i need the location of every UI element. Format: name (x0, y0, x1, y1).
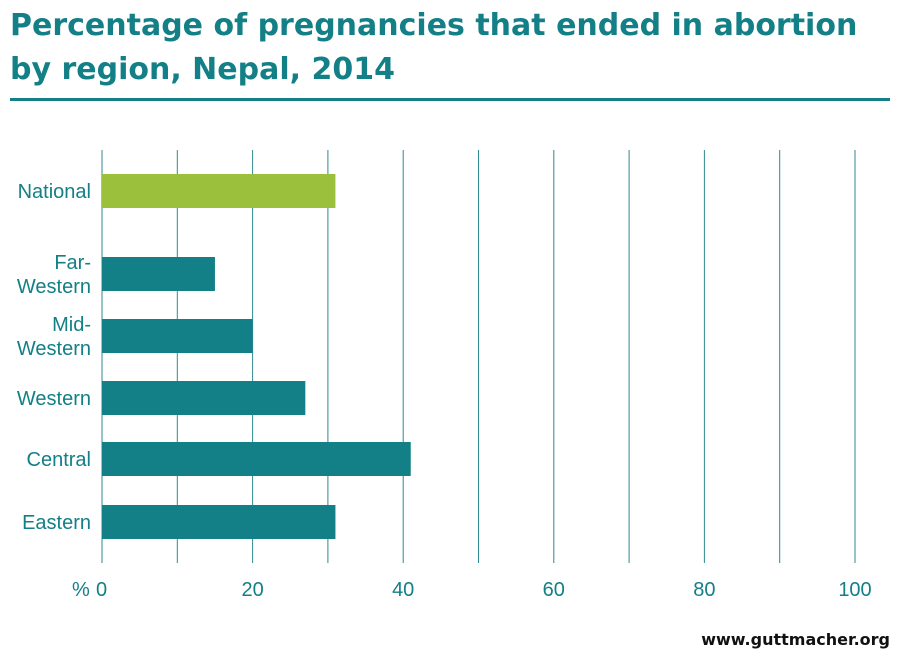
bar-far-western (102, 257, 215, 291)
chart-title: Percentage of pregnancies that ended in … (10, 4, 890, 92)
bar-chart: National Far-Western Mid-Western Western Cen… (17, 150, 872, 601)
x-tick-label: 0 (96, 579, 107, 601)
x-tick-label: 40 (392, 579, 414, 601)
bar-central (102, 442, 411, 476)
title-line-1: Percentage of pregnancies that ended in … (10, 8, 858, 43)
x-tick-layer: % 0 20 40 60 80 100 (72, 579, 872, 601)
category-label: National (18, 181, 91, 203)
bar-national (102, 174, 336, 208)
category-label: Central (27, 449, 91, 471)
x-tick-label: 60 (543, 579, 565, 601)
category-label: Western (17, 388, 91, 410)
bar-eastern (102, 505, 336, 539)
grid-layer (101, 150, 856, 563)
title-line-2: by region, Nepal, 2014 (10, 52, 395, 87)
category-label: Eastern (22, 512, 91, 534)
category-label-layer: National Far-Western Mid-Western Western Cen… (17, 181, 91, 534)
source-url: www.guttmacher.org (701, 630, 890, 649)
bar-mid-western (102, 319, 253, 353)
bar-western (102, 381, 306, 415)
x-axis-unit: % (72, 579, 90, 601)
x-tick-label: 20 (241, 579, 263, 601)
category-label: Mid-Western (17, 314, 91, 360)
category-label: Far-Western (17, 252, 91, 298)
bar-layer (102, 174, 411, 539)
x-tick-label: 80 (693, 579, 715, 601)
x-tick-label: 100 (838, 579, 871, 601)
title-divider (10, 98, 890, 101)
